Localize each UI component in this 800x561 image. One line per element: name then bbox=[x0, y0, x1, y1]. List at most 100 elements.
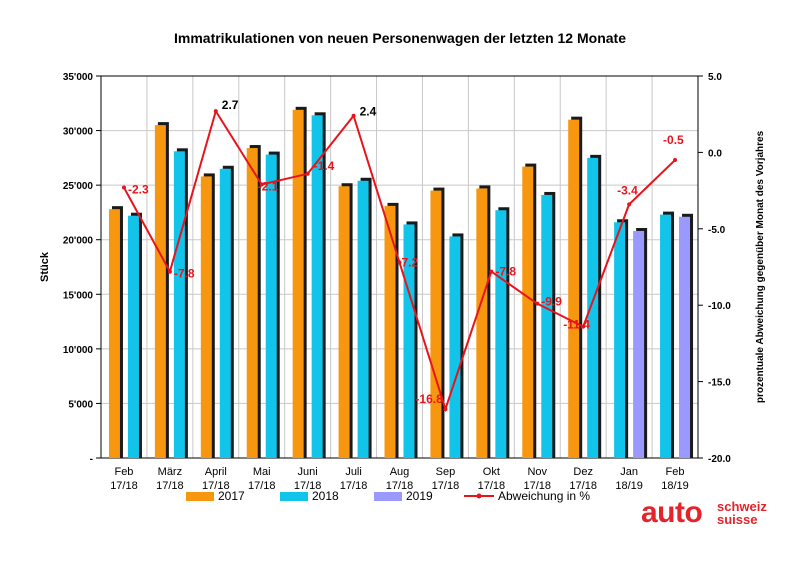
bar-2018 bbox=[127, 215, 139, 458]
y2-tick-label: -10.0 bbox=[708, 301, 731, 312]
plot-frame bbox=[100, 75, 699, 459]
x-tick-label-period: 17/18 bbox=[202, 480, 230, 492]
y2-tick-label: -20.0 bbox=[708, 454, 731, 465]
bar-2017 bbox=[476, 188, 488, 458]
logo-schweiz-text: schweiz bbox=[717, 499, 767, 514]
bar-2018 bbox=[614, 222, 626, 458]
y2-tick-label: 0.0 bbox=[708, 148, 722, 159]
deviation-point bbox=[627, 202, 632, 207]
deviation-data-label: -7.8 bbox=[495, 265, 516, 279]
deviation-data-label: -2.1 bbox=[258, 179, 279, 193]
deviation-point bbox=[489, 269, 494, 274]
deviation-data-label: 2.7 bbox=[222, 98, 239, 112]
y2-tick-label: 5.0 bbox=[708, 72, 722, 83]
legend-swatch-2019 bbox=[374, 492, 402, 501]
legend-label-2018: 2018 bbox=[312, 489, 339, 503]
deviation-point bbox=[213, 109, 218, 114]
x-tick-label-month: Sep bbox=[436, 466, 456, 478]
deviation-point bbox=[259, 182, 264, 187]
deviation-point bbox=[305, 171, 310, 176]
bar-2018 bbox=[541, 194, 553, 459]
bar-2018 bbox=[265, 154, 277, 458]
x-tick-label-period: 17/18 bbox=[569, 480, 597, 492]
logo-auto-text: auto bbox=[641, 496, 703, 529]
bar-2017 bbox=[200, 176, 212, 458]
x-tick-label-period: 17/18 bbox=[294, 480, 322, 492]
bar-2017 bbox=[568, 119, 580, 459]
x-tick-label-month: März bbox=[158, 466, 182, 478]
y2-tick-label: -5.0 bbox=[708, 225, 726, 236]
legend-swatch-2017 bbox=[186, 492, 214, 501]
bar-2018 bbox=[219, 168, 231, 458]
deviation-data-label: -11.4 bbox=[563, 318, 590, 332]
deviation-data-label: -1.4 bbox=[314, 159, 335, 173]
bar-2017 bbox=[246, 148, 258, 458]
deviation-data-label: -2.3 bbox=[128, 183, 149, 197]
y-tick-label: 35'000 bbox=[63, 72, 94, 83]
y2-tick-label: -15.0 bbox=[708, 378, 731, 389]
bar-2018 bbox=[449, 236, 461, 458]
x-tick-label-period: 17/18 bbox=[524, 480, 552, 492]
deviation-point bbox=[581, 324, 586, 329]
y2-axis-label: prozentuale Abweichung gegenüber Monat d… bbox=[755, 130, 766, 403]
deviation-point bbox=[167, 269, 172, 274]
x-tick-label-month: Juli bbox=[345, 466, 362, 478]
x-tick-label-month: Feb bbox=[666, 466, 685, 478]
x-tick-label-period: 17/18 bbox=[432, 480, 460, 492]
x-tick-label-period: 17/18 bbox=[248, 480, 276, 492]
y-tick-label: - bbox=[90, 454, 93, 465]
legend-swatch-2018 bbox=[280, 492, 308, 501]
legend-label-2017: 2017 bbox=[218, 489, 245, 503]
bar-2019 bbox=[679, 216, 691, 458]
y-tick-label: 30'000 bbox=[63, 127, 94, 138]
bar-2017 bbox=[154, 125, 166, 458]
bar-2017 bbox=[430, 190, 442, 458]
deviation-point bbox=[351, 113, 356, 118]
x-tick-label-period: 18/19 bbox=[615, 480, 643, 492]
y-tick-label: 25'000 bbox=[63, 181, 94, 192]
y-tick-label: 5'000 bbox=[68, 399, 93, 410]
bar-2018 bbox=[311, 115, 323, 458]
bar-2017 bbox=[522, 166, 534, 459]
bar-2018 bbox=[403, 224, 415, 458]
deviation-data-label: -0.5 bbox=[663, 133, 684, 147]
x-tick-label-month: Dez bbox=[573, 466, 593, 478]
legend-marker-deviation bbox=[476, 493, 482, 499]
deviation-point bbox=[121, 185, 126, 190]
bar-2019 bbox=[633, 230, 645, 458]
deviation-data-label: 2.4 bbox=[360, 105, 377, 119]
bar-2018 bbox=[495, 210, 507, 458]
x-tick-label-month: Nov bbox=[527, 466, 547, 478]
x-tick-label-month: Jan bbox=[620, 466, 638, 478]
bar-2018 bbox=[357, 180, 369, 458]
legend-label-deviation: Abweichung in % bbox=[498, 489, 590, 503]
bar-2018 bbox=[587, 157, 599, 458]
x-tick-label-period: 17/18 bbox=[386, 480, 414, 492]
y-tick-label: 10'000 bbox=[63, 345, 94, 356]
bar-2017 bbox=[292, 109, 304, 458]
x-tick-label-month: Mai bbox=[253, 466, 271, 478]
deviation-point bbox=[535, 301, 540, 306]
x-tick-label-period: 17/18 bbox=[478, 480, 506, 492]
x-tick-label-month: Feb bbox=[114, 466, 133, 478]
x-tick-label-period: 17/18 bbox=[340, 480, 368, 492]
auto-schweiz-logo: auto schweiz suisse bbox=[641, 496, 781, 536]
chart-title: Immatrikulationen von neuen Personenwage… bbox=[174, 30, 626, 46]
deviation-data-label: -3.4 bbox=[617, 183, 638, 197]
bar-2017 bbox=[384, 205, 396, 458]
x-tick-label-month: Okt bbox=[483, 466, 500, 478]
legend-label-2019: 2019 bbox=[406, 489, 433, 503]
x-tick-label-month: Juni bbox=[298, 466, 318, 478]
deviation-data-label: -16.8 bbox=[415, 392, 443, 406]
bar-2017 bbox=[338, 186, 350, 458]
x-tick-label-month: April bbox=[205, 466, 227, 478]
x-tick-label-period: 17/18 bbox=[110, 480, 138, 492]
bar-2017 bbox=[108, 209, 120, 458]
deviation-data-label: -7.8 bbox=[174, 267, 195, 281]
deviation-point bbox=[443, 407, 448, 412]
x-tick-label-month: Aug bbox=[390, 466, 410, 478]
deviation-data-label: -7.2 bbox=[398, 255, 419, 269]
x-tick-label-period: 17/18 bbox=[156, 480, 184, 492]
